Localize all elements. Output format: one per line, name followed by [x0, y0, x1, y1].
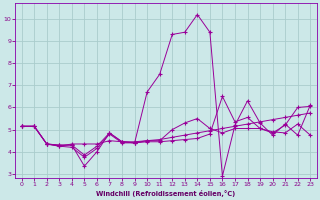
X-axis label: Windchill (Refroidissement éolien,°C): Windchill (Refroidissement éolien,°C)	[96, 190, 236, 197]
